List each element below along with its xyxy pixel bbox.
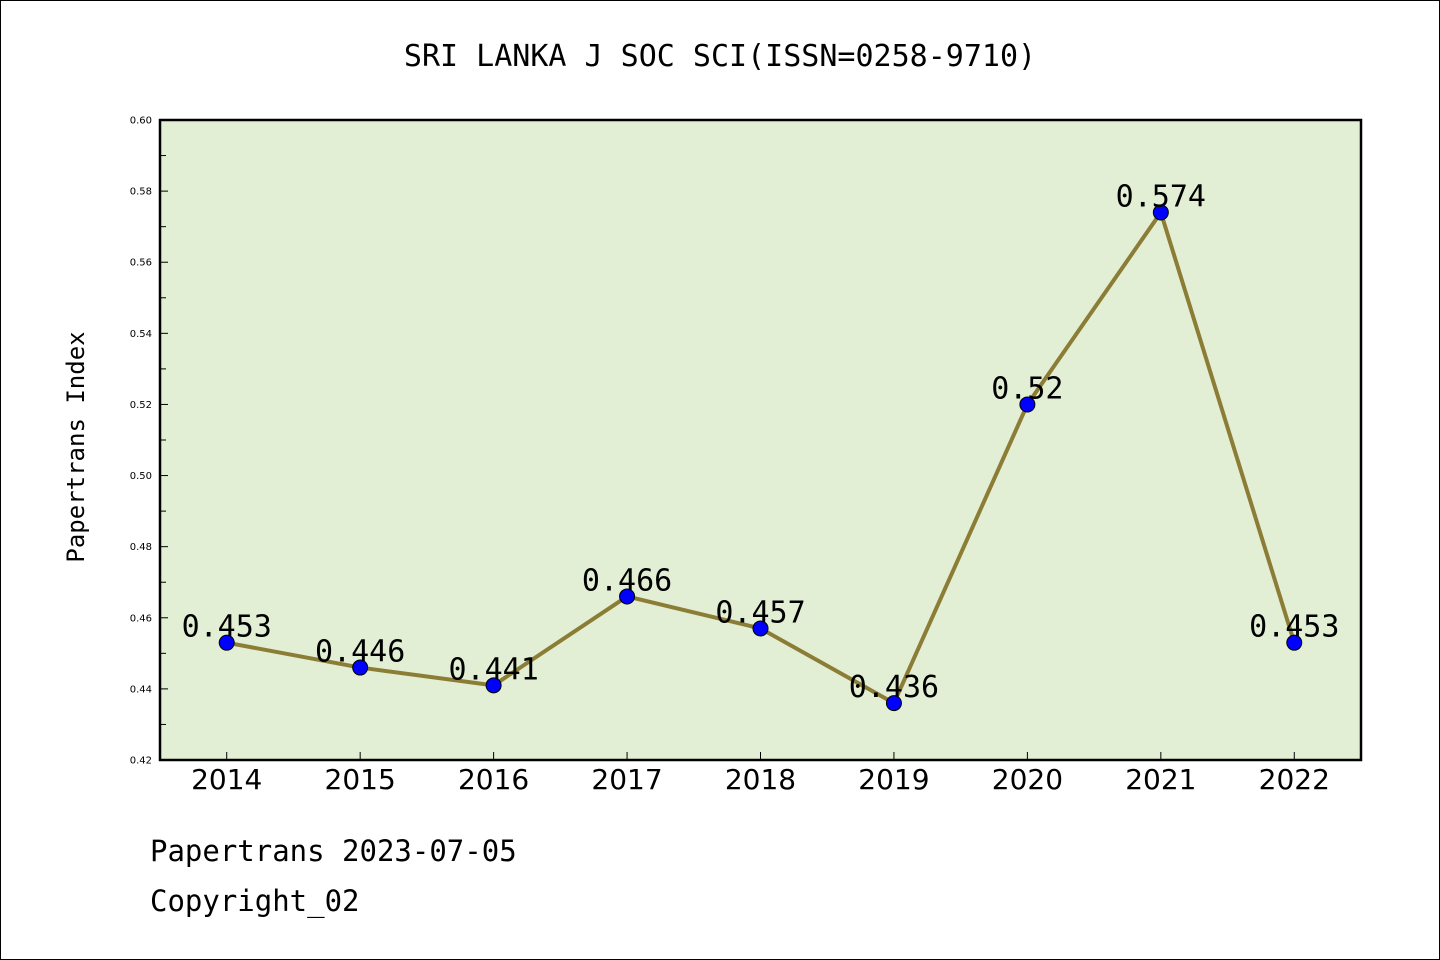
data-label: 0.446 bbox=[315, 635, 405, 670]
y-axis: 0.42 0.44 0.46 0.48 0.50 0.52 0.54 0.56 0.58 0.60 bbox=[130, 116, 168, 767]
x-tick-label: 2018 bbox=[725, 763, 796, 796]
y-tick-label: 0.52 bbox=[130, 400, 152, 411]
y-tick-label: 0.50 bbox=[130, 471, 152, 482]
data-label: 0.436 bbox=[849, 670, 939, 705]
data-point bbox=[1019, 396, 1036, 413]
data-label: 0.441 bbox=[448, 652, 538, 687]
data-point bbox=[885, 695, 902, 712]
y-tick-label: 0.54 bbox=[130, 329, 152, 340]
y-tick-label: 0.44 bbox=[130, 684, 152, 695]
x-tick-label: 2020 bbox=[992, 763, 1063, 796]
x-tick-label: 2015 bbox=[325, 763, 396, 796]
data-label: 0.453 bbox=[1249, 610, 1339, 645]
x-tick-label: 2019 bbox=[858, 763, 929, 796]
x-tick-label: 2014 bbox=[191, 763, 262, 796]
y-tick-label: 0.46 bbox=[130, 613, 152, 624]
data-markers bbox=[218, 204, 1303, 712]
data-point bbox=[218, 634, 235, 651]
data-point bbox=[352, 659, 369, 676]
data-point bbox=[1152, 204, 1169, 221]
x-tick-label: 2022 bbox=[1259, 763, 1330, 796]
x-axis: 2014 2015 2016 2017 2018 2019 2020 2021 2022 bbox=[191, 752, 1330, 796]
y-tick-label: 0.42 bbox=[130, 756, 152, 767]
x-tick-label: 2016 bbox=[458, 763, 529, 796]
data-point bbox=[1286, 634, 1303, 651]
data-labels: 0.453 0.446 0.441 0.466 0.457 0.436 0.52 0.574 0… bbox=[182, 179, 1340, 705]
plot-area bbox=[158, 118, 1363, 762]
y-axis-label: Papertrans Index bbox=[62, 331, 90, 562]
footer-copyright: Copyright_02 bbox=[150, 884, 360, 918]
chart-title: SRI LANKA J SOC SCI(ISSN=0258-9710) bbox=[404, 39, 1036, 74]
data-point bbox=[752, 620, 769, 637]
data-label: 0.457 bbox=[715, 595, 805, 630]
data-label: 0.453 bbox=[182, 610, 272, 645]
data-point bbox=[485, 677, 502, 694]
x-tick-label: 2021 bbox=[1125, 763, 1196, 796]
y-tick-label: 0.60 bbox=[130, 116, 152, 127]
y-tick-label: 0.58 bbox=[130, 187, 152, 198]
data-point bbox=[619, 588, 636, 605]
data-label: 0.52 bbox=[991, 371, 1063, 406]
y-tick-label: 0.56 bbox=[130, 258, 152, 269]
x-tick-label: 2017 bbox=[591, 763, 662, 796]
data-label: 0.466 bbox=[582, 563, 672, 598]
footer-date: Papertrans 2023-07-05 bbox=[150, 834, 517, 868]
data-label: 0.574 bbox=[1116, 179, 1206, 214]
y-tick-label: 0.48 bbox=[130, 542, 152, 553]
